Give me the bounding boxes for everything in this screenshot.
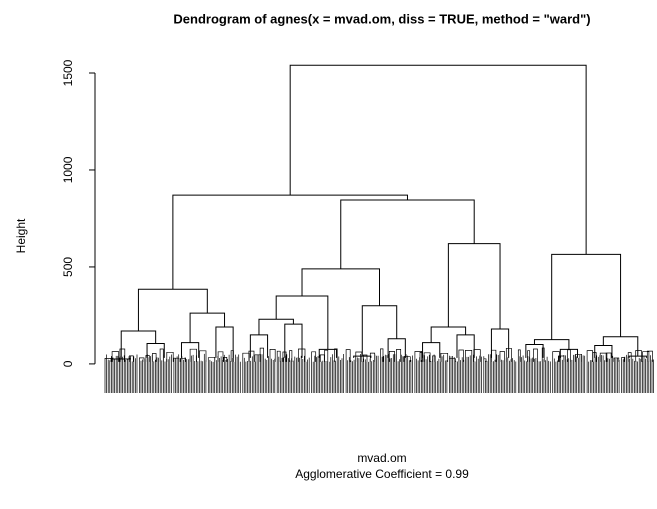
merge [525, 344, 544, 358]
leaf-fringe [414, 351, 449, 393]
merge [551, 253, 622, 340]
merge [189, 312, 226, 343]
merge [284, 323, 303, 358]
merge [318, 348, 337, 358]
merge [146, 343, 165, 358]
leaf-fringe [552, 349, 586, 393]
merge [340, 199, 475, 269]
merge [215, 326, 234, 358]
y-tick-label: 1500 [61, 59, 75, 86]
chart-title: Dendrogram of agnes(x = mvad.om, diss = … [173, 11, 590, 26]
merge [258, 318, 294, 335]
leaf-fringe [173, 348, 207, 393]
leaf-fringe [621, 350, 654, 393]
leaf-fringe [483, 347, 517, 393]
merge [120, 330, 157, 360]
merge [447, 243, 501, 329]
merge [422, 342, 441, 358]
merge [602, 336, 639, 357]
leaf-fringe [139, 348, 174, 393]
merge [289, 64, 587, 255]
leaf-fringe [104, 348, 138, 393]
merge [180, 342, 200, 358]
merge [361, 305, 398, 357]
leaf-fringe [449, 349, 482, 393]
leaf-fringe [207, 350, 241, 393]
y-axis-label: Height [14, 218, 28, 253]
x-axis-label: mvad.om [357, 451, 406, 465]
subtitle: Agglomerative Coefficient = 0.99 [295, 467, 469, 481]
y-tick-label: 1000 [61, 156, 75, 183]
merge [137, 288, 208, 331]
merge [275, 295, 329, 350]
merge [353, 355, 372, 358]
leaf-fringe [345, 349, 379, 393]
leaf-fringe [242, 347, 276, 393]
merge [172, 194, 408, 290]
leaf-fringe [380, 348, 413, 393]
merge [490, 328, 510, 358]
leaf-fringe [517, 347, 551, 393]
y-tick-label: 0 [61, 360, 75, 367]
merge [533, 339, 570, 350]
merge [301, 268, 380, 306]
leaf-fringe [586, 350, 620, 393]
y-tick-label: 500 [61, 257, 75, 277]
leaf-fringe [276, 348, 310, 393]
merge [559, 348, 579, 358]
leaf-fringe [311, 348, 344, 393]
merge [249, 334, 269, 358]
merge [628, 355, 647, 358]
